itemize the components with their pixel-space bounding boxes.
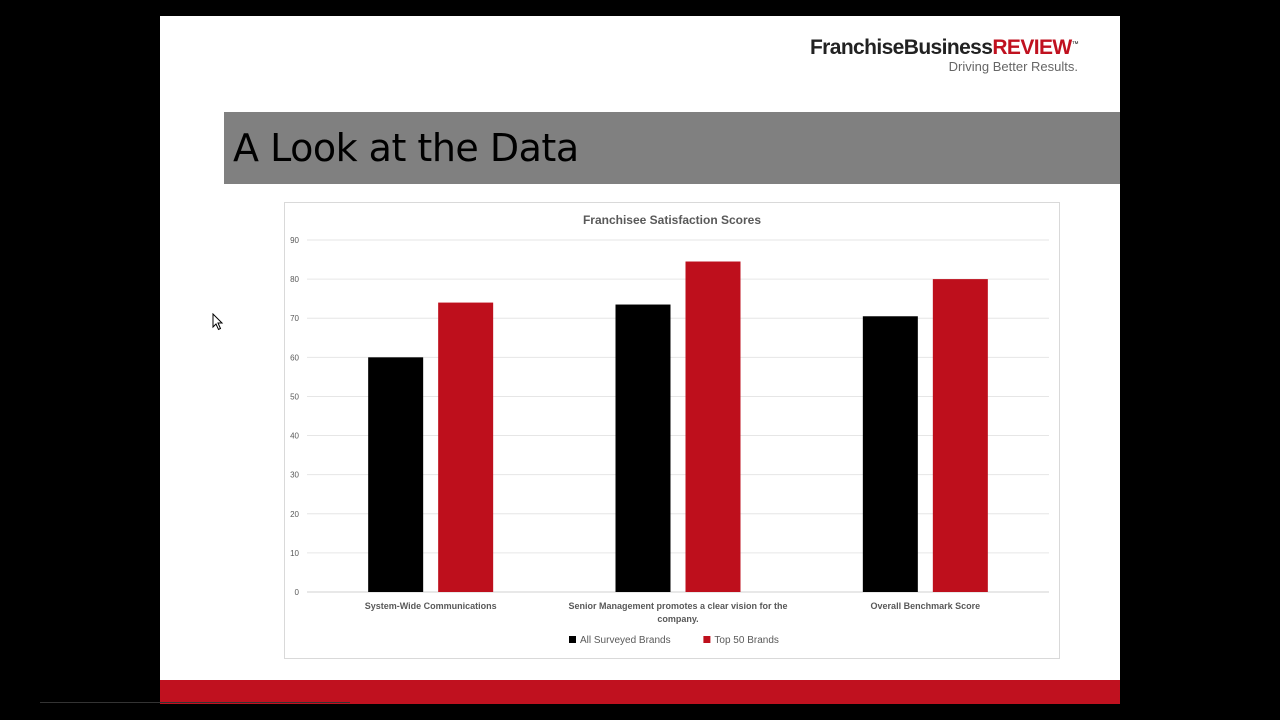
x-category-label: company.	[657, 614, 698, 624]
bar-top-50-1	[685, 261, 741, 592]
y-tick-label: 0	[295, 588, 300, 597]
legend-label: All Surveyed Brands	[580, 635, 671, 646]
bar-all-surveyed-0	[368, 357, 424, 592]
y-tick-label: 80	[290, 275, 299, 284]
legend-label: Top 50 Brands	[714, 635, 779, 646]
bottom-divider	[40, 702, 350, 703]
bar-chart: Franchisee Satisfaction Scores 0 10 20 30 40 5…	[290, 213, 1049, 646]
footer-bar	[160, 680, 1120, 704]
x-category-label: System-Wide Communications	[365, 601, 497, 611]
x-category-label: Senior Management promotes a clear visio…	[568, 601, 787, 611]
chart-title: Franchisee Satisfaction Scores	[583, 213, 761, 227]
y-tick-label: 50	[290, 392, 299, 401]
y-tick-label: 10	[290, 549, 299, 558]
chart-container: Franchisee Satisfaction Scores 0 10 20 30 40 5…	[284, 202, 1060, 659]
logo-tagline: Driving Better Results.	[948, 59, 1078, 74]
y-tick-label: 70	[290, 314, 299, 323]
logo-wordmark: FranchiseBusinessREVIEW™	[809, 34, 1079, 59]
bar-top-50-0	[438, 302, 494, 592]
bar-all-surveyed-1	[615, 304, 671, 592]
x-category-label: Overall Benchmark Score	[871, 601, 981, 611]
y-tick-label: 20	[290, 510, 299, 519]
y-tick-label: 30	[290, 471, 299, 480]
logo-brand-red: REVIEW	[992, 36, 1072, 59]
legend-swatch	[703, 636, 711, 643]
title-band: A Look at the Data	[224, 112, 1120, 184]
mouse-pointer-icon	[212, 313, 224, 331]
legend-swatch	[569, 636, 576, 643]
y-tick-label: 40	[290, 432, 299, 441]
slide-title: A Look at the Data	[233, 126, 579, 170]
bar-all-surveyed-2	[862, 316, 918, 592]
y-tick-label: 90	[290, 236, 299, 245]
logo-brand-black: FranchiseBusiness	[809, 36, 993, 59]
logo-trademark: ™	[1071, 41, 1079, 48]
slide: FranchiseBusinessREVIEW™ Driving Better …	[160, 16, 1120, 704]
y-tick-label: 60	[290, 353, 299, 362]
bar-top-50-2	[932, 279, 988, 592]
franchise-business-review-logo: FranchiseBusinessREVIEW™ Driving Better …	[809, 34, 1079, 74]
